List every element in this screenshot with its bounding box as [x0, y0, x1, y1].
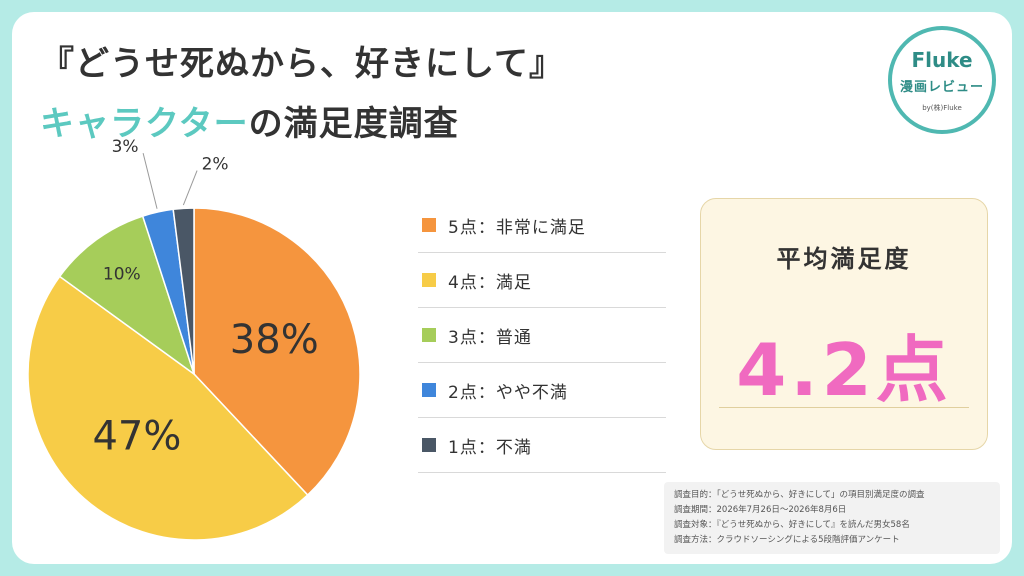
legend-item-3: 3点：普通	[418, 308, 666, 363]
average-panel: 平均満足度 4.2点	[700, 198, 988, 450]
legend-swatch-5	[422, 218, 436, 232]
note-purpose: 調査目的：「どうせ死ぬから、好きにして」の項目別満足度の調査	[674, 490, 925, 500]
pie-label-3: 10%	[103, 265, 141, 285]
average-underline	[719, 407, 969, 408]
pie-label-4: 47%	[92, 414, 181, 460]
note-method: 調査方法：クラウドソーシングによる5段階評価アンケート	[674, 535, 900, 545]
legend-label-2: 2点：やや不満	[448, 382, 568, 403]
page-title: 『どうせ死ぬから、好きにして』	[40, 44, 564, 84]
pie-chart: 38% 47% 10% 3% 2%	[27, 137, 361, 541]
note-period: 調査期間：2026年7月26日～2026年8月6日	[674, 505, 847, 515]
note-target: 調査対象：『どうせ死ぬから、好きにして』を読んだ男女58名	[674, 520, 910, 530]
logo-sub: 漫画レビュー	[899, 80, 984, 95]
legend: 5点：非常に満足 4点：満足 3点：普通 2点：やや不満 1点：不満	[418, 198, 666, 473]
legend-swatch-1	[422, 438, 436, 452]
brand-logo: Fluke 漫画レビュー by(株)Fluke	[888, 26, 996, 134]
legend-item-5: 5点：非常に満足	[418, 198, 666, 253]
logo-name: Fluke	[911, 48, 973, 72]
legend-item-1: 1点：不満	[418, 418, 666, 473]
logo-by: by(株)Fluke	[922, 104, 962, 112]
pie-leader-2	[142, 152, 158, 209]
page-subtitle: キャラクターの満足度調査	[40, 96, 459, 145]
legend-item-4: 4点：満足	[418, 253, 666, 308]
legend-swatch-3	[422, 328, 436, 342]
subtitle-accent: キャラクター	[40, 104, 249, 144]
legend-item-2: 2点：やや不満	[418, 363, 666, 418]
subtitle-rest: の満足度調査	[248, 104, 459, 144]
survey-notes: 調査目的：「どうせ死ぬから、好きにして」の項目別満足度の調査 調査期間：2026…	[664, 482, 1000, 554]
legend-label-1: 1点：不満	[448, 437, 532, 458]
pie-slice-3	[58, 215, 196, 376]
pie-label-2: 3%	[112, 137, 139, 157]
pie-leader-1	[182, 170, 198, 206]
average-title: 平均満足度	[776, 245, 912, 273]
pie-slice-1	[172, 207, 195, 375]
pie-slice-4	[27, 275, 309, 541]
pie-slice-5	[193, 207, 361, 497]
legend-label-3: 3点：普通	[448, 327, 532, 348]
legend-swatch-2	[422, 383, 436, 397]
pie-label-5: 38%	[230, 317, 319, 363]
legend-label-5: 5点：非常に満足	[448, 217, 586, 238]
legend-swatch-4	[422, 273, 436, 287]
pie-label-1: 2%	[202, 155, 229, 175]
legend-label-4: 4点：満足	[448, 272, 532, 293]
average-value: 4.2点	[736, 328, 952, 412]
